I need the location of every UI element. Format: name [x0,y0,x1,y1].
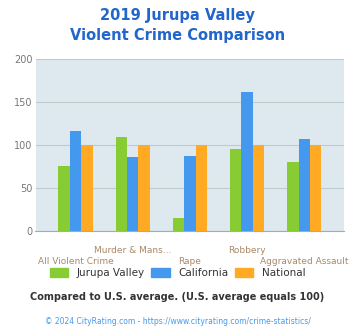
Text: Rape: Rape [179,257,201,266]
Text: Murder & Mans...: Murder & Mans... [94,247,171,255]
Bar [184,156,196,231]
Bar [196,145,207,231]
Text: 2019 Jurupa Valley: 2019 Jurupa Valley [100,8,255,23]
Text: Compared to U.S. average. (U.S. average equals 100): Compared to U.S. average. (U.S. average … [31,292,324,302]
Bar [138,145,150,231]
Text: Robbery: Robbery [228,247,266,255]
Text: All Violent Crime: All Violent Crime [38,257,113,266]
Bar [287,162,299,231]
Text: © 2024 CityRating.com - https://www.cityrating.com/crime-statistics/: © 2024 CityRating.com - https://www.city… [45,317,310,326]
Bar [253,145,264,231]
Bar [310,145,322,231]
Bar [230,148,241,231]
Bar [116,138,127,231]
Text: Aggravated Assault: Aggravated Assault [260,257,349,266]
Bar [241,92,253,231]
Bar [70,131,81,231]
Bar [173,218,184,231]
Bar [127,157,138,231]
Legend: Jurupa Valley, California, National: Jurupa Valley, California, National [48,266,307,280]
Bar [58,166,70,231]
Bar [81,145,93,231]
Text: Violent Crime Comparison: Violent Crime Comparison [70,28,285,43]
Bar [299,139,310,231]
